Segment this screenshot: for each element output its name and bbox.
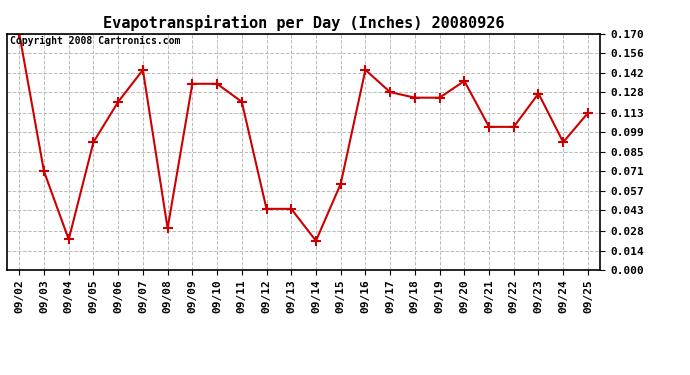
Text: Copyright 2008 Cartronics.com: Copyright 2008 Cartronics.com xyxy=(10,36,180,46)
Title: Evapotranspiration per Day (Inches) 20080926: Evapotranspiration per Day (Inches) 2008… xyxy=(103,15,504,31)
